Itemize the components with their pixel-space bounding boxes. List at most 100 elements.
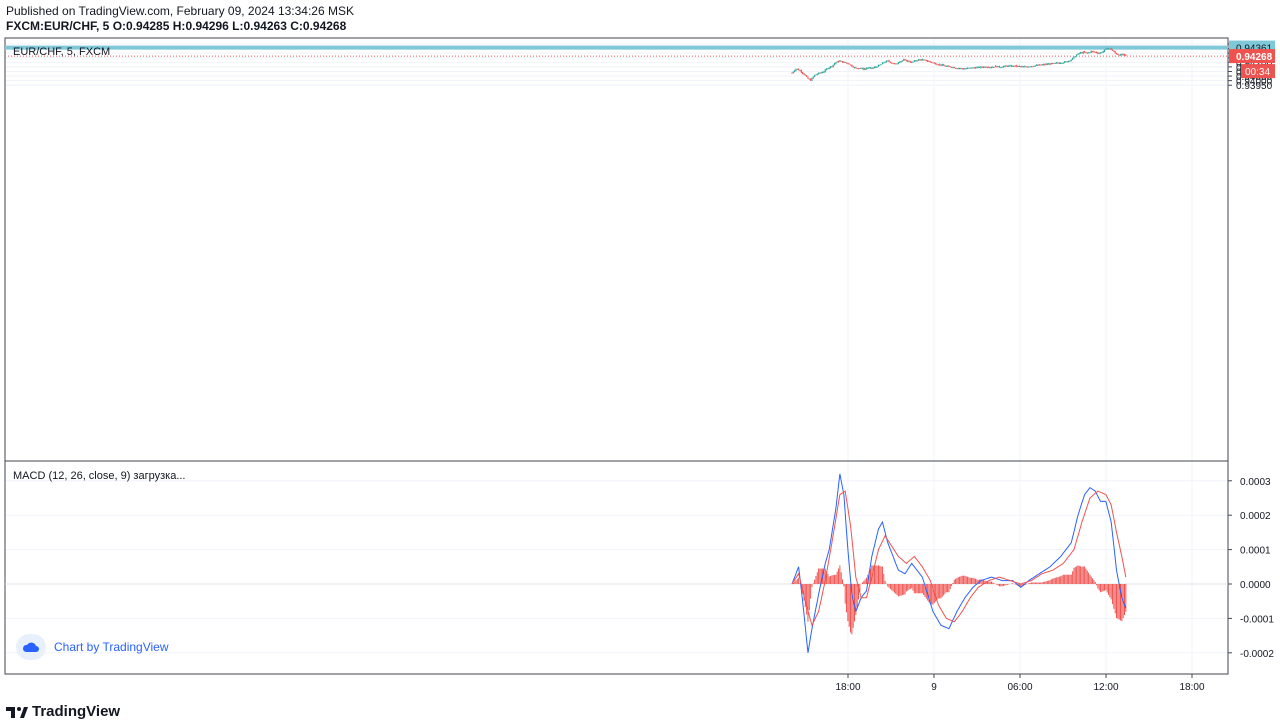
candle-body — [957, 68, 959, 70]
candle-body — [1048, 63, 1050, 65]
candle-body — [848, 63, 850, 65]
candle-body — [901, 60, 903, 62]
candle-body — [846, 62, 848, 64]
candle-body — [820, 72, 822, 74]
candle-body — [949, 66, 951, 68]
candle-body — [1122, 53, 1124, 55]
last-price-badge — [1229, 49, 1275, 64]
candle-body — [980, 66, 982, 68]
candle-body — [858, 68, 859, 70]
candle-body — [1022, 66, 1024, 68]
candle-body — [955, 67, 957, 69]
ohlc-line: FXCM:EUR/CHF, 5 O:0.94285 H:0.94296 L:0.… — [6, 19, 346, 33]
candle-body — [1072, 57, 1074, 60]
candle-body — [852, 66, 854, 68]
candle-body — [956, 68, 958, 70]
candle-body — [929, 61, 931, 63]
candle-body — [814, 74, 816, 77]
candle-body — [959, 68, 961, 70]
candle-body — [993, 66, 995, 68]
candle-body — [961, 68, 963, 70]
candle-body — [1109, 48, 1111, 50]
candle-body — [1000, 67, 1002, 69]
candle-body — [800, 70, 802, 73]
candle-body — [815, 74, 817, 76]
candle-body — [936, 64, 938, 66]
candle-body — [1045, 64, 1047, 66]
candle-body — [881, 62, 883, 65]
candle-body — [842, 61, 844, 63]
price-pane-legend[interactable]: EUR/CHF, 5, FXCM — [13, 46, 111, 58]
chart-frame — [4, 37, 1229, 675]
candle-body — [913, 60, 915, 62]
candle-body — [803, 73, 805, 75]
candle-body — [1110, 48, 1112, 50]
candle-body — [798, 69, 800, 71]
high-label: H: — [172, 19, 186, 33]
candle-body — [1066, 61, 1068, 63]
candle-body — [1114, 51, 1116, 54]
candle-body — [933, 62, 935, 64]
candle-body — [941, 64, 943, 66]
watermark-text[interactable]: Chart by TradingView — [54, 640, 169, 654]
candle-body — [1008, 65, 1010, 67]
candle-body — [920, 59, 922, 61]
macd-tick-label: -0.0001 — [1240, 614, 1274, 625]
candle-body — [948, 65, 950, 67]
candle-body — [960, 68, 962, 70]
candle-body — [1120, 54, 1122, 56]
candle-body — [1090, 51, 1092, 53]
candle-body — [983, 67, 985, 69]
candle-body — [1053, 62, 1055, 64]
candle-body — [812, 76, 814, 79]
low-value: 0.94263 — [243, 19, 287, 33]
candle-body — [1068, 60, 1070, 62]
candle-body — [1004, 65, 1006, 67]
candlestick-series — [791, 47, 1127, 81]
candle-body — [873, 67, 875, 69]
candle-body — [977, 66, 979, 68]
candle-body — [1025, 66, 1027, 68]
candle-body — [1013, 65, 1015, 67]
candle-body — [994, 66, 996, 68]
open-label: O: — [112, 19, 127, 33]
candle-body — [1009, 65, 1011, 67]
candle-body — [885, 60, 887, 63]
candle-body — [1116, 53, 1118, 55]
candle-body — [965, 68, 967, 70]
candle-body — [900, 61, 902, 63]
macd-tick-label: 0.0003 — [1240, 477, 1271, 488]
candle-body — [1014, 65, 1016, 67]
candle-body — [1056, 62, 1058, 64]
low-label: L: — [232, 19, 244, 33]
macd-axis[interactable]: 0.0003 0.0002 0.0001 0.0000 -0.0001 -0.0002 — [1228, 477, 1274, 660]
countdown-text: 00:34 — [1245, 67, 1270, 78]
candle-body — [951, 67, 953, 69]
candle-body — [952, 67, 954, 69]
tradingview-logo-icon — [6, 706, 28, 718]
candle-body — [1097, 52, 1099, 54]
candle-body — [1078, 53, 1080, 55]
candle-body — [945, 65, 947, 67]
candle-body — [1006, 65, 1008, 67]
candle-body — [859, 68, 861, 70]
last-price-text: 0.94268 — [1236, 52, 1273, 63]
candle-body — [831, 66, 833, 68]
candle-body — [964, 68, 966, 70]
tradingview-watermark[interactable]: Chart by TradingView — [16, 634, 169, 660]
candle-body — [981, 66, 983, 68]
candle-body — [937, 64, 939, 66]
macd-tick-label: 0.0001 — [1240, 546, 1271, 557]
candle-body — [1044, 64, 1046, 66]
candle-body — [919, 59, 921, 61]
time-axis[interactable]: 18:00 9 06:00 12:00 18:00 — [835, 674, 1205, 693]
candle-body — [928, 61, 930, 63]
candle-body — [876, 66, 878, 68]
footer-logo[interactable]: TradingView — [6, 703, 120, 720]
candle-body — [1105, 48, 1107, 50]
candle-body — [811, 78, 813, 81]
macd-pane-legend[interactable]: MACD (12, 26, close, 9) загрузка... — [13, 470, 186, 482]
candle-body — [908, 60, 910, 62]
